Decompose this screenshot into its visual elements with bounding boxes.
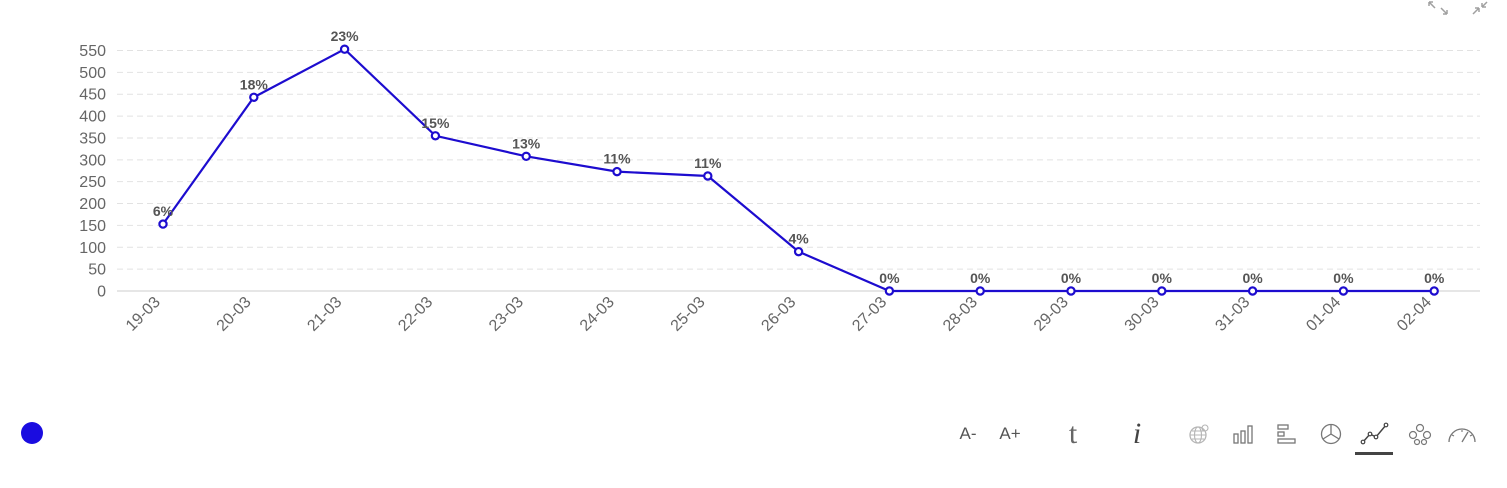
window-controls [1417,0,1507,18]
line-chart: 0 50 100 150 200 250 300 350 400 450 500 550 19-03 2… [79,28,1480,335]
y-tick-label: 450 [79,87,106,104]
data-point[interactable] [793,246,804,257]
font-decrease-button[interactable]: A- [959,424,977,443]
x-tick-label: 25-03 [668,294,709,335]
info-button[interactable]: i [1132,417,1142,450]
x-tick-label: 19-03 [123,294,164,335]
x-tick-label: 01-04 [1303,294,1344,335]
data-labels: 6% 18% 23% 15% 13% 11% 11% 4% 0% 0% 0% 0% 0% 0% 0% [153,28,1445,286]
x-tick-label: 22-03 [395,294,436,335]
x-tick-label: 21-03 [304,294,345,335]
data-point[interactable] [1066,286,1076,296]
line-chart-icon [1360,422,1389,445]
font-increase-button[interactable]: A+ [999,424,1021,443]
y-tick-label: 300 [79,152,106,169]
legend-series-marker[interactable] [21,422,43,444]
data-label: 0% [1424,270,1445,286]
active-view-indicator [1355,452,1393,455]
y-tick-label: 200 [79,196,106,213]
data-label: 11% [603,151,631,167]
x-tick-label: 26-03 [758,294,799,335]
y-tick-label: 350 [79,130,106,147]
data-point[interactable] [339,44,350,54]
data-point[interactable] [1429,286,1439,296]
chart-toolbar: A- A+ t i [950,414,1490,458]
bar-chart-icon [1233,425,1253,444]
line-chart-button[interactable] [1359,414,1391,454]
y-tick-label: 550 [79,43,106,60]
y-axis: 0 50 100 150 200 250 300 350 400 450 500 550 [79,43,1480,301]
data-label: 18% [240,76,269,92]
expand-icon[interactable] [1427,0,1449,18]
x-tick-label: 29-03 [1031,294,1072,335]
data-label: 0% [1242,270,1263,286]
data-label: 15% [421,115,450,131]
data-point[interactable] [1157,286,1167,296]
y-tick-label: 400 [79,109,106,126]
data-point[interactable] [430,131,441,141]
data-label: 13% [512,135,541,151]
map-view-button[interactable] [1184,414,1214,454]
grid [117,50,1480,270]
gauge-button[interactable] [1446,414,1478,454]
data-label: 4% [788,231,809,247]
pie-chart-button[interactable] [1316,414,1346,454]
x-tick-label: 24-03 [577,294,618,335]
map-icon [1189,424,1209,444]
data-point[interactable] [703,171,713,181]
x-tick-label: 27-03 [849,294,890,335]
y-tick-label: 50 [88,262,106,279]
x-tick-label: 02-04 [1394,294,1435,335]
data-point[interactable] [249,92,259,102]
data-label: 0% [1061,270,1082,286]
scatter-icon [1408,423,1432,446]
y-tick-label: 250 [79,174,106,191]
text-view-button[interactable]: t [1068,417,1078,450]
gauge-icon [1448,428,1476,443]
y-tick-label: 500 [79,65,106,82]
data-point[interactable] [884,286,895,296]
data-label: 0% [1152,270,1173,286]
collapse-icon[interactable] [1469,0,1491,18]
x-tick-label: 28-03 [940,294,981,335]
data-label: 0% [970,270,991,286]
data-label: 6% [153,203,174,219]
data-label: 0% [1333,270,1354,286]
x-axis: 19-03 20-03 21-03 22-03 23-03 24-03 25-03 26-03… [123,294,1435,335]
data-point[interactable] [612,166,622,177]
scatter-button[interactable] [1405,414,1435,454]
bar-chart-button[interactable] [1228,414,1258,454]
data-point[interactable] [1247,286,1258,296]
x-tick-label: 30-03 [1122,294,1163,335]
data-label: 11% [694,155,722,171]
data-label: 23% [331,28,360,44]
horizontal-bar-icon [1277,424,1296,444]
x-tick-label: 23-03 [486,294,527,335]
y-tick-label: 100 [79,240,106,257]
data-point[interactable] [521,151,531,162]
data-point[interactable] [1338,286,1349,296]
y-tick-label: 0 [97,284,106,301]
y-tick-label: 150 [79,218,106,235]
pie-chart-icon [1320,423,1342,445]
x-tick-label: 20-03 [214,294,255,335]
data-point[interactable] [975,286,985,296]
data-point[interactable] [158,219,168,229]
series [158,44,1439,296]
horizontal-bar-button[interactable] [1272,414,1302,454]
data-label: 0% [879,270,900,286]
x-tick-label: 31-03 [1212,294,1253,335]
